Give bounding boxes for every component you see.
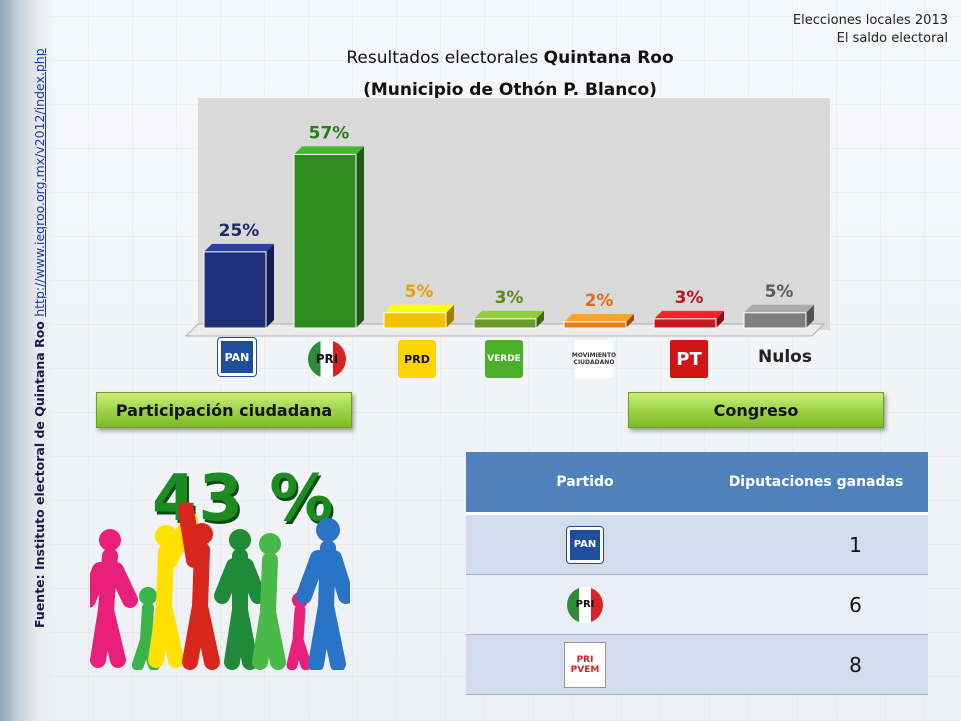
bar-value-label: 5% <box>765 282 794 302</box>
table-cell-party: PAN <box>466 513 704 575</box>
table-cell-seats: 6 <box>704 574 928 635</box>
nulos-label: Nulos <box>758 347 812 367</box>
table-header-seats: Diputaciones ganadas <box>704 452 928 515</box>
bar-top <box>294 146 364 155</box>
table-header-party: Partido <box>466 452 704 515</box>
chart-subtitle: (Municipio de Othón P. Blanco) <box>363 80 657 100</box>
bar-pt <box>653 310 724 329</box>
table-row: PRI PVEM 8 <box>466 634 928 695</box>
table-cell-seats: 8 <box>704 634 928 695</box>
pri-logo-icon: PRI <box>308 340 346 378</box>
table-cell-seats: 1 <box>704 513 928 575</box>
bar-verde <box>473 310 544 329</box>
bar-side <box>806 304 814 328</box>
bar-side <box>266 243 274 328</box>
pt-logo-icon: PT <box>670 340 708 378</box>
bar-pan <box>203 243 274 329</box>
bar-top <box>204 243 274 252</box>
bar-side <box>626 313 634 328</box>
congress-table: Partido Diputaciones ganadas PAN 1 PRI 6… <box>466 452 928 695</box>
bar-top <box>654 310 724 319</box>
pan-logo-text: PAN <box>224 350 250 364</box>
bar-side <box>356 146 364 328</box>
prd-logo-text: PRD <box>404 352 430 366</box>
table-party-pri: PRI <box>575 599 595 610</box>
pri-logo-text: PRI <box>315 352 339 366</box>
chart-title: Resultados electorales Quintana Roo <box>200 48 820 68</box>
header-line1: Elecciones locales 2013 <box>792 13 948 28</box>
bar-front <box>383 312 447 329</box>
bar-value-label: 2% <box>585 291 614 311</box>
chart-title-bold: Quintana Roo <box>543 48 674 68</box>
pan-logo-icon: PAN <box>566 525 604 564</box>
bar-side <box>716 310 724 328</box>
bar-front <box>293 153 357 329</box>
bar-value-label: 3% <box>495 288 524 308</box>
bar-top <box>744 304 814 313</box>
bar-pri <box>293 146 364 329</box>
mc-logo-text: MOVIMIENTO CIUDADANO <box>571 352 617 366</box>
bar-top <box>384 304 454 313</box>
bar-side <box>446 304 454 328</box>
bar-front <box>743 312 807 329</box>
table-header-row: Partido Diputaciones ganadas <box>466 452 928 515</box>
table-row: PAN 1 <box>466 513 928 575</box>
bar-value-label: 3% <box>675 288 704 308</box>
header-line2: El saldo electoral <box>836 31 948 46</box>
bar-front <box>563 321 627 329</box>
left-decorative-strip <box>0 0 56 721</box>
people-illustration-icon <box>90 502 350 670</box>
bar-side <box>536 310 544 328</box>
header-info: Elecciones locales 2013 El saldo elector… <box>793 12 948 48</box>
bar-prd <box>383 304 454 329</box>
bar-value-label: 25% <box>219 221 260 241</box>
bar-front <box>203 251 267 329</box>
table-party-coalition: PRI PVEM <box>570 654 600 675</box>
bar-front <box>473 318 537 329</box>
bar-value-label: 57% <box>309 123 350 143</box>
table-party-pan: PAN <box>573 539 597 550</box>
pan-logo-icon: PAN <box>217 337 257 377</box>
bar-nulos <box>743 304 814 329</box>
participation-button[interactable]: Participación ciudadana <box>96 392 352 428</box>
chart-title-prefix: Resultados electorales <box>346 48 544 68</box>
congress-button[interactable]: Congreso <box>628 392 884 428</box>
table-cell-party: PRI PVEM <box>466 634 704 695</box>
bar-value-label: 5% <box>405 282 434 302</box>
verde-logo-icon: VERDE <box>485 340 523 378</box>
bar-front <box>653 318 717 329</box>
verde-logo-text: VERDE <box>487 354 521 364</box>
table-cell-party: PRI <box>466 574 704 635</box>
pri-logo-icon: PRI <box>567 586 603 623</box>
coalition-logo-icon: PRI PVEM <box>564 641 606 688</box>
bar-top <box>564 313 634 322</box>
prd-logo-icon: PRD <box>398 340 436 378</box>
table-row: PRI 6 <box>466 574 928 635</box>
bar-top <box>474 310 544 319</box>
pt-logo-text: PT <box>676 348 702 370</box>
movimiento-ciudadano-logo-icon: MOVIMIENTO CIUDADANO <box>571 340 617 378</box>
bar-movimiento-ciudadano <box>563 313 634 329</box>
